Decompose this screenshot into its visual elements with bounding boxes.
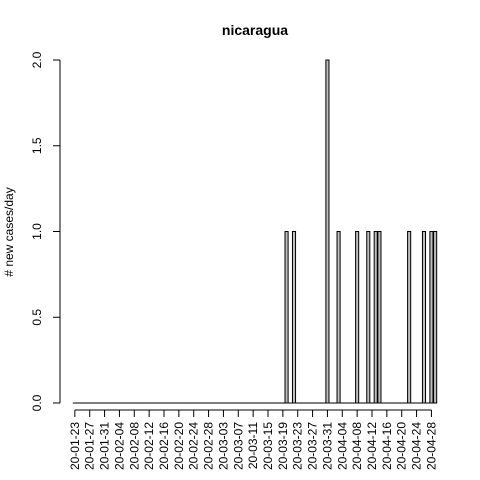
y-tick-label: 1.0 (30, 223, 44, 240)
y-tick-label: 0.0 (30, 394, 44, 411)
x-tick-label: 20-03-11 (246, 422, 260, 469)
x-tick-label: 20-04-12 (365, 422, 379, 470)
x-tick-label: 20-04-24 (410, 422, 424, 470)
bar (291, 231, 297, 404)
x-tick-label: 20-01-31 (98, 422, 112, 470)
bar (421, 231, 427, 404)
x-tick-label: 20-04-16 (380, 422, 394, 470)
y-tick-label: 1.5 (30, 137, 44, 154)
x-tick-label: 20-02-08 (127, 422, 141, 470)
x-tick-label: 20-02-24 (187, 422, 201, 470)
x-tick-label: 20-04-20 (395, 422, 409, 470)
bar (366, 231, 371, 404)
x-tick-label: 20-02-04 (112, 422, 126, 470)
bar (336, 231, 341, 404)
y-tick-label: 2.0 (30, 51, 44, 68)
x-tick-label: 20-03-27 (306, 422, 320, 470)
bar (407, 231, 412, 404)
chart-title: nicaragua (222, 22, 288, 38)
x-tick-label: 20-01-27 (83, 422, 97, 470)
x-tick-label: 20-02-12 (142, 422, 156, 470)
x-tick-label: 20-02-16 (157, 422, 171, 470)
bar (373, 231, 378, 404)
bar (355, 231, 360, 404)
x-tick-label: 20-03-03 (216, 422, 230, 470)
bar (433, 231, 438, 404)
x-tick-label: 20-01-23 (68, 422, 82, 470)
x-tick-label: 20-02-20 (172, 422, 186, 470)
bar (284, 231, 289, 404)
x-tick-label: 20-04-28 (424, 422, 438, 470)
x-tick-label: 20-03-19 (276, 422, 290, 470)
y-axis-label: # new cases/day (2, 187, 16, 276)
x-tick-label: 20-03-15 (261, 422, 275, 470)
x-tick-label: 20-02-28 (202, 422, 216, 470)
x-tick-label: 20-04-04 (335, 422, 349, 470)
bar (429, 231, 434, 404)
bar (377, 231, 382, 404)
x-tick-label: 20-03-07 (231, 422, 245, 470)
x-tick-label: 20-03-31 (320, 422, 334, 470)
x-axis: 20-01-23 20-01-27 20-01-31 20-02-04 20-02-08… (68, 409, 438, 470)
y-tick-label: 0.5 (30, 309, 44, 326)
bar (325, 59, 330, 404)
x-tick-label: 20-04-08 (350, 422, 364, 470)
bars (72, 59, 438, 404)
x-tick-label: 20-03-23 (291, 422, 305, 470)
y-axis: 0.0 0.5 1.0 1.5 2.0 (30, 51, 61, 411)
